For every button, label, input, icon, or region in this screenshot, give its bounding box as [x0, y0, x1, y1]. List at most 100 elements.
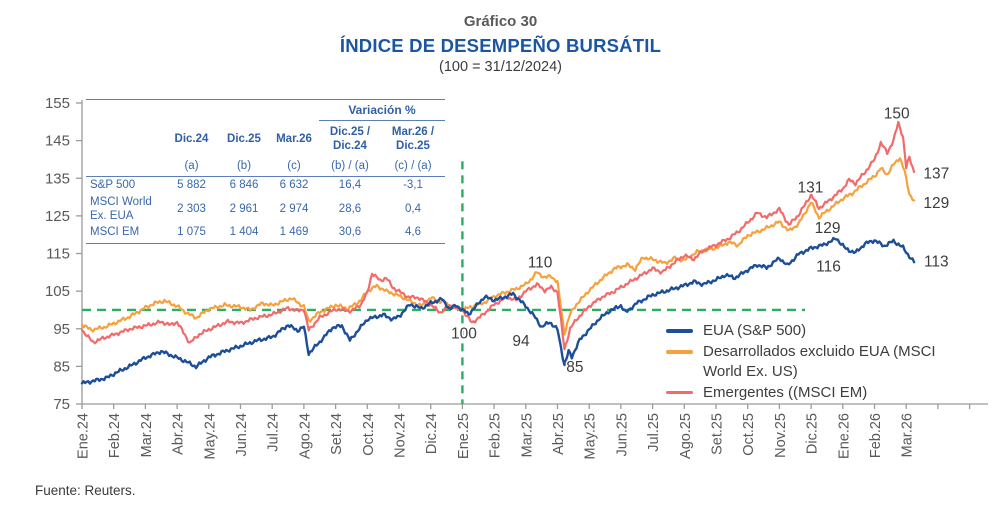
- legend-color-line: [666, 349, 693, 354]
- table-cell: 5 882: [177, 179, 206, 192]
- table-row: MSCI World Ex. EUA 2 303 2 961 2 974 28,6 0,4: [86, 194, 445, 225]
- table-cell: 6 632: [279, 179, 309, 192]
- x-tick-label: Jun.25: [614, 413, 630, 457]
- legend-label: Desarrollados excluido EUA (MSCI World E…: [703, 342, 936, 380]
- table-cell: 1 469: [269, 224, 319, 244]
- table-cell: 16,4: [338, 179, 362, 192]
- x-tick-label: Oct.25: [741, 413, 757, 456]
- table-sub-header: (b) / (a): [319, 157, 381, 178]
- legend-color-line: [666, 390, 693, 395]
- table-sub-header: (a): [164, 157, 219, 178]
- x-tick-label: Nov.25: [773, 413, 789, 458]
- annotation-110: 110: [528, 255, 553, 272]
- table-cell: 4,6: [381, 224, 445, 244]
- y-tick-label: 155: [45, 95, 70, 112]
- y-tick-label: 75: [53, 396, 70, 413]
- y-tick-label: 95: [53, 321, 70, 338]
- table-cell: 1 404: [219, 224, 269, 244]
- x-tick-label: Mar.25: [519, 413, 535, 457]
- table-row-label: MSCI EM: [86, 224, 164, 244]
- table-variation-header: Variación %: [319, 99, 445, 121]
- table-sub-header: (b): [219, 157, 269, 178]
- x-tick-label: Feb.26: [868, 413, 884, 458]
- x-tick-label: Feb.24: [107, 413, 123, 458]
- x-tick-label: Set.24: [329, 413, 345, 455]
- table-cell: 2 303: [177, 202, 206, 215]
- table-spacer: [86, 100, 319, 121]
- annotation-116: 116: [816, 259, 841, 276]
- x-tick-label: Ene.24: [76, 413, 92, 459]
- table-row-label: S&P 500: [90, 179, 136, 192]
- x-tick-label: Mar.24: [139, 413, 155, 457]
- x-tick-label: Oct.24: [361, 413, 377, 456]
- y-tick-label: 105: [45, 283, 70, 300]
- x-tick-label: Feb.25: [488, 413, 504, 458]
- x-tick-label: Nov.24: [393, 413, 409, 458]
- table-col-header: Dic.24: [174, 132, 209, 145]
- annotation-131: 131: [798, 179, 824, 196]
- legend-item: Desarrollados excluido EUA (MSCI World E…: [666, 342, 958, 382]
- x-tick-label: Set.25: [710, 413, 726, 455]
- table-cell: 0,4: [405, 202, 421, 215]
- annotation-150: 150: [884, 106, 910, 123]
- annotation-137: 137: [923, 166, 949, 183]
- inset-table: Variación % Dic.24 Dic.25 Mar.26 Dic.25 / Di…: [86, 99, 445, 244]
- x-tick-label: Dic.24: [424, 413, 440, 454]
- annotation-113: 113: [924, 253, 949, 270]
- table-row: MSCI EM 1 075 1 404 1 469 30,6 4,6: [86, 224, 445, 244]
- table-cell: 2 961: [229, 202, 259, 215]
- chart-subtitle: (100 = 31/12/2024): [439, 58, 562, 75]
- annotation-129: 129: [923, 195, 949, 212]
- series-line-msci-world-ex-us: [80, 157, 916, 336]
- table-cell: -3,1: [403, 179, 423, 192]
- table-col-header: Dic.25: [227, 132, 261, 145]
- y-tick-label: 135: [45, 170, 70, 187]
- table-sub-header: [86, 157, 164, 178]
- source-note: Fuente: Reuters.: [35, 483, 136, 498]
- table-row: S&P 500 5 882 6 846 6 632 16,4 -3,1: [86, 177, 445, 194]
- table-col-header: Mar.26: [276, 132, 312, 145]
- series-line-msci-em: [80, 120, 916, 351]
- table-col-header: Mar.26 / Dic.25: [391, 126, 435, 153]
- y-tick-label: 125: [45, 208, 70, 225]
- x-tick-label: Ago.25: [678, 413, 694, 459]
- annotation-85: 85: [566, 359, 583, 376]
- table-sub-header: (c): [269, 157, 319, 178]
- table-cell: 1 075: [164, 224, 219, 244]
- chart-legend: EUA (S&P 500) Desarrollados excluido EUA …: [666, 321, 958, 404]
- legend-label: EUA (S&P 500): [703, 322, 807, 339]
- table-row-label: MSCI World Ex. EUA: [90, 195, 152, 222]
- y-tick-label: 145: [45, 133, 70, 150]
- x-tick-label: Ene.26: [836, 413, 852, 459]
- x-tick-label: Ene.25: [456, 413, 472, 459]
- table-col-header: [86, 121, 164, 158]
- chart-header: Gráfico 30 ÍNDICE DE DESEMPEÑO BURSÁTIL …: [0, 13, 1001, 76]
- x-tick-label: Ago.24: [297, 413, 313, 459]
- table-cell: 6 846: [229, 179, 259, 192]
- x-tick-label: Mar.26: [900, 413, 916, 457]
- table-cell: 28,6: [338, 202, 362, 215]
- y-tick-label: 115: [46, 246, 70, 263]
- x-tick-label: May.24: [202, 413, 218, 459]
- x-tick-label: Jun.24: [234, 413, 250, 457]
- annotation-94: 94: [512, 333, 530, 350]
- annotation-129: 129: [815, 220, 841, 237]
- legend-item: EUA (S&P 500): [666, 321, 958, 341]
- legend-label: Emergentes ((MSCI EM): [703, 383, 868, 401]
- y-tick-label: 85: [53, 358, 70, 375]
- page-title: ÍNDICE DE DESEMPEÑO BURSÁTIL: [339, 34, 662, 56]
- legend-color-line: [666, 329, 693, 333]
- variation-table: Variación % Dic.24 Dic.25 Mar.26 Dic.25 / Di…: [86, 99, 445, 244]
- x-tick-label: May.25: [583, 413, 599, 459]
- x-tick-label: Abr.24: [171, 413, 187, 455]
- x-tick-label: Jul.25: [646, 413, 662, 452]
- legend-item: Emergentes ((MSCI EM): [666, 383, 958, 403]
- x-tick-label: Jul.24: [266, 413, 282, 452]
- table-col-header: Dic.25 / Dic.24: [329, 126, 371, 153]
- table-cell: 2 974: [279, 202, 309, 215]
- table-sub-header: (c) / (a): [381, 157, 445, 178]
- table-cell: 30,6: [319, 224, 381, 244]
- series-line-sp500: [80, 236, 916, 385]
